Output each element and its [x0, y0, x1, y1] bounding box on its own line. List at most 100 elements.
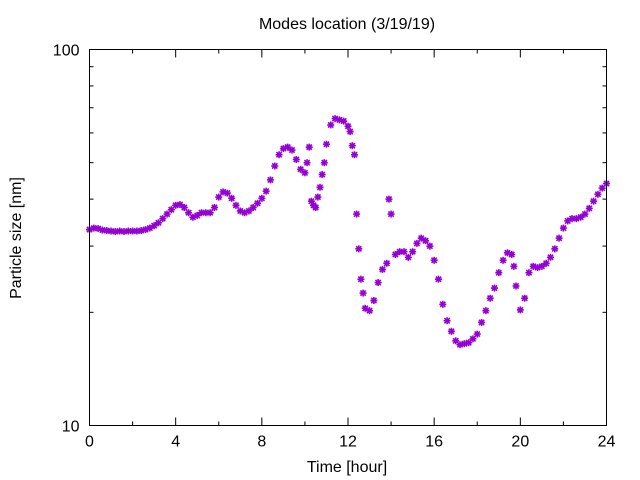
data-point — [228, 194, 236, 202]
data-point — [275, 151, 283, 159]
data-point — [312, 204, 320, 212]
data-point — [318, 171, 326, 179]
data-point — [490, 284, 498, 292]
data-point — [426, 242, 434, 250]
data-point — [215, 193, 223, 201]
data-point — [572, 215, 580, 223]
data-point — [521, 294, 529, 302]
data-point — [430, 256, 438, 264]
data-point — [443, 317, 451, 325]
data-point — [357, 275, 365, 283]
data-point — [469, 335, 477, 343]
data-point — [447, 327, 455, 335]
x-axis-label: Time [hour] — [307, 459, 387, 476]
data-point — [353, 210, 361, 218]
data-point — [581, 210, 589, 218]
data-point — [288, 146, 296, 154]
data-point — [346, 128, 354, 136]
data-point — [465, 339, 473, 347]
data-point — [366, 307, 374, 315]
data-point — [258, 194, 266, 202]
data-point — [409, 248, 417, 256]
data-point — [370, 297, 378, 305]
data-point — [359, 289, 367, 297]
data-point — [254, 199, 262, 207]
x-tick-label: 8 — [257, 434, 266, 451]
data-point — [473, 330, 481, 338]
data-point — [546, 253, 554, 261]
data-point — [510, 262, 518, 270]
x-tick-label: 24 — [598, 434, 616, 451]
data-points — [86, 115, 610, 349]
data-point — [142, 226, 150, 234]
chart-title: Modes location (3/19/19) — [259, 16, 435, 33]
data-point — [478, 318, 486, 326]
data-point — [508, 250, 516, 258]
data-point — [422, 237, 430, 245]
data-point — [348, 142, 356, 150]
data-point — [434, 275, 442, 283]
data-point — [292, 155, 300, 163]
x-tick-label: 12 — [339, 434, 357, 451]
data-point — [378, 265, 386, 273]
data-point — [385, 195, 393, 203]
y-tick-label: 10 — [62, 419, 80, 436]
data-point — [266, 176, 274, 184]
data-point — [417, 234, 425, 242]
y-axis-ticks: 10 100 — [53, 43, 607, 436]
data-point — [314, 193, 322, 201]
data-point — [301, 169, 309, 177]
x-tick-label: 16 — [425, 434, 443, 451]
x-tick-label: 0 — [85, 434, 94, 451]
x-tick-label: 4 — [171, 434, 180, 451]
data-point — [316, 183, 324, 191]
data-point — [400, 248, 408, 256]
data-point — [271, 162, 279, 170]
data-point — [262, 187, 270, 195]
data-point — [387, 210, 395, 218]
data-point — [150, 222, 158, 230]
data-point — [206, 209, 214, 217]
x-axis-ticks: 0 4 8 12 16 20 24 — [85, 49, 616, 451]
plot-frame — [89, 49, 607, 426]
data-point — [305, 143, 313, 151]
data-point — [327, 121, 335, 129]
data-point — [232, 201, 240, 209]
data-point — [598, 184, 606, 192]
data-point — [303, 159, 311, 167]
y-tick-label: 100 — [53, 43, 80, 60]
data-point — [538, 262, 546, 270]
data-point — [512, 282, 520, 290]
x-tick-label: 20 — [511, 434, 529, 451]
data-point — [340, 117, 348, 125]
y-axis-label: Particle size [nm] — [8, 177, 25, 299]
data-point — [495, 269, 503, 277]
data-point — [159, 215, 167, 223]
data-point — [516, 306, 524, 314]
data-point — [322, 140, 330, 148]
data-point — [223, 189, 231, 197]
data-point — [551, 245, 559, 253]
data-point — [180, 204, 188, 212]
data-point — [559, 224, 567, 232]
data-point — [486, 294, 494, 302]
data-point — [499, 256, 507, 264]
data-point — [185, 209, 193, 217]
data-point — [577, 213, 585, 221]
data-point — [585, 204, 593, 212]
data-point — [320, 159, 328, 167]
data-point — [413, 239, 421, 247]
data-point — [525, 269, 533, 277]
data-point — [163, 210, 171, 218]
data-point — [374, 279, 382, 287]
data-point — [210, 204, 218, 212]
data-point — [482, 307, 490, 315]
data-point — [245, 207, 253, 215]
data-point — [383, 259, 391, 267]
data-point — [555, 234, 563, 242]
data-point — [542, 259, 550, 267]
data-point — [350, 151, 358, 159]
data-point — [439, 300, 447, 308]
data-point — [594, 190, 602, 198]
